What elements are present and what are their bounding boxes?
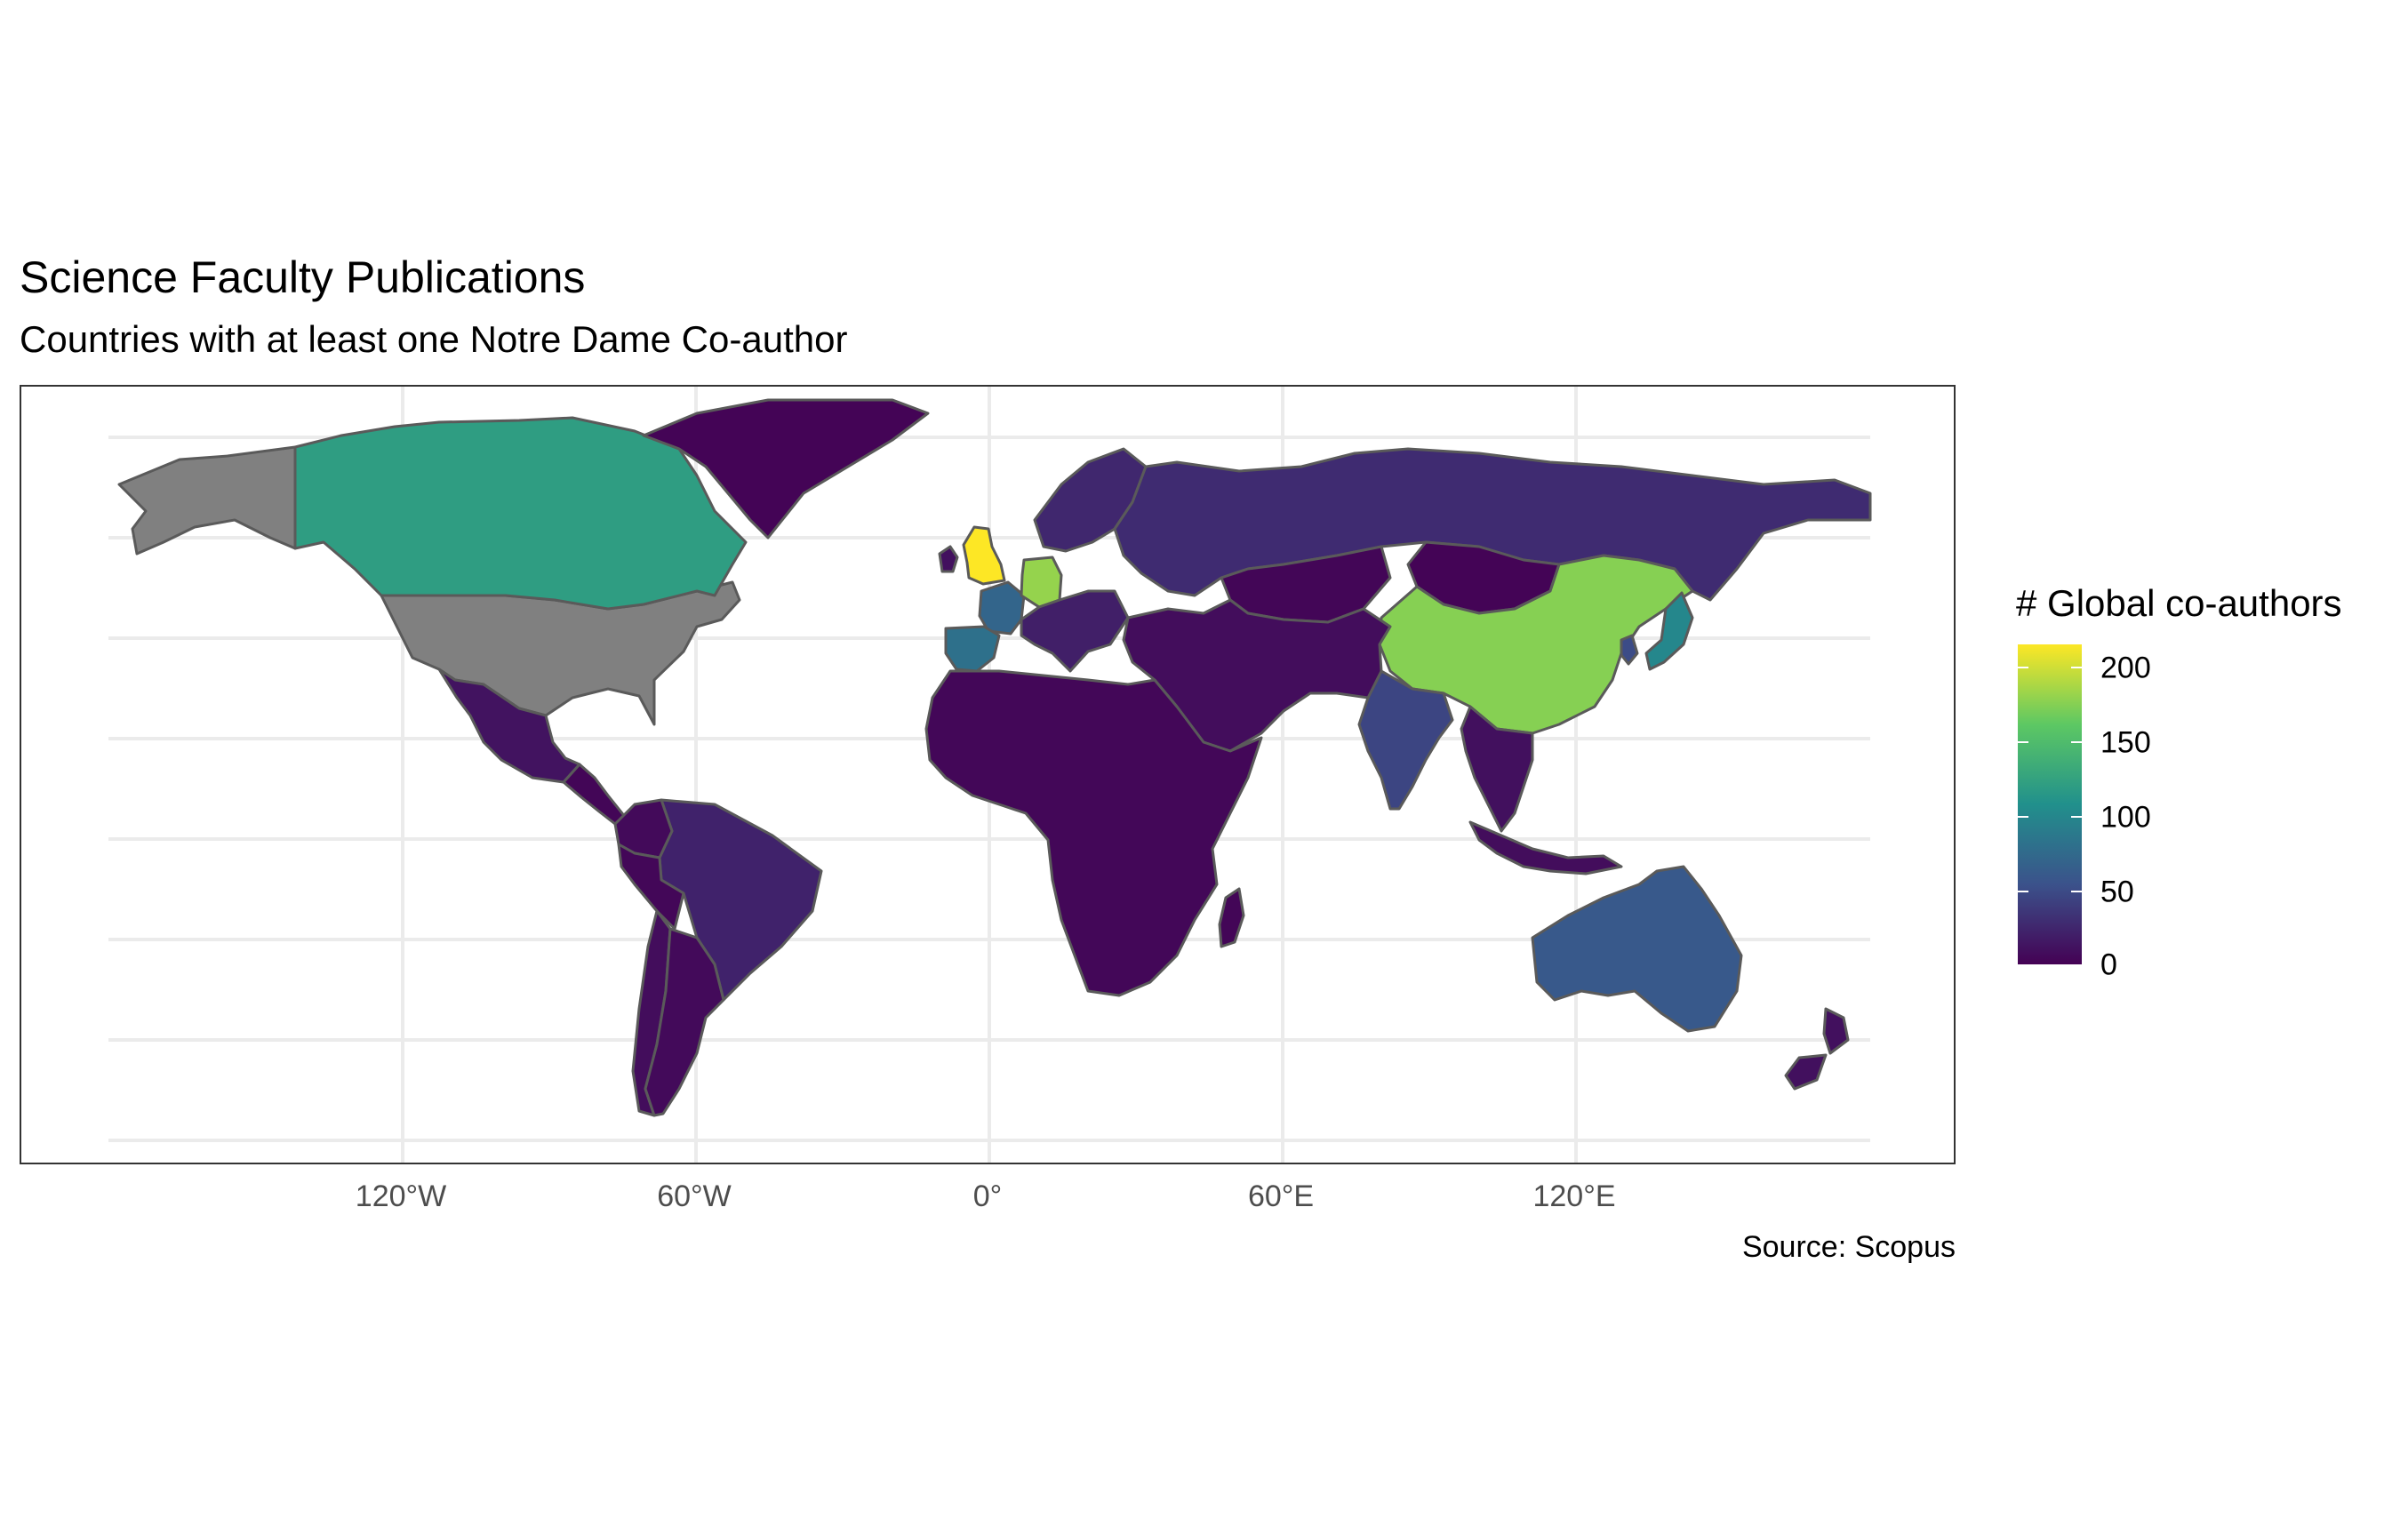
country-central-america <box>562 763 628 826</box>
country-alaska <box>117 445 297 556</box>
legend-tick-200: 200 <box>2100 651 2151 685</box>
legend-title: # Global co-authors <box>2016 582 2342 624</box>
country-south-korea <box>1620 634 1639 666</box>
x-tick-0: 0° <box>972 1179 1003 1213</box>
country-spain <box>944 625 1001 673</box>
legend-mark-50-right <box>2071 891 2082 892</box>
country-greenland <box>642 398 930 540</box>
country-layer <box>117 398 1872 1117</box>
country-france <box>978 580 1026 636</box>
country-germany <box>1020 556 1063 609</box>
legend-mark-100-right <box>2071 816 2082 818</box>
map-title: Science Faculty Publications <box>20 252 586 302</box>
x-tick-60e: 60°E <box>1247 1179 1315 1213</box>
legend-mark-100-left <box>2018 816 2028 818</box>
world-map <box>108 387 1872 1163</box>
map-subtitle: Countries with at least one Notre Dame C… <box>20 318 848 360</box>
country-peru <box>617 843 685 931</box>
country-canada <box>293 416 748 611</box>
legend-tick-0: 0 <box>2100 947 2117 982</box>
map-panel <box>20 385 1956 1164</box>
country-southeast-asia <box>1460 705 1534 833</box>
country-madagascar <box>1218 887 1245 948</box>
legend-colorbar <box>2018 644 2082 964</box>
country-ireland <box>938 545 959 573</box>
legend-mark-150-left <box>2018 741 2028 743</box>
country-indonesia <box>1468 820 1623 875</box>
legend-mark-200-right <box>2071 667 2082 668</box>
country-japan <box>1644 591 1694 671</box>
legend-mark-200-left <box>2018 667 2028 668</box>
x-tick-120e: 120°E <box>1532 1179 1616 1213</box>
country-united-states <box>380 580 741 726</box>
x-tick-60w: 60°W <box>657 1179 732 1213</box>
country-australia <box>1531 865 1743 1033</box>
country-new-zealand <box>1784 1007 1850 1091</box>
country-argentina <box>644 927 725 1117</box>
country-africa <box>924 669 1263 997</box>
country-united-kingdom <box>962 525 1006 586</box>
country-europe-other <box>1020 589 1130 673</box>
legend-mark-50-left <box>2018 891 2028 892</box>
legend-tick-50: 50 <box>2100 875 2134 909</box>
legend-tick-150: 150 <box>2100 725 2151 760</box>
country-india <box>1357 669 1454 811</box>
legend-mark-150-right <box>2071 741 2082 743</box>
x-tick-120w: 120°W <box>355 1179 447 1213</box>
legend-tick-100: 100 <box>2100 800 2151 835</box>
source-caption: Source: Scopus <box>1741 1230 1956 1264</box>
